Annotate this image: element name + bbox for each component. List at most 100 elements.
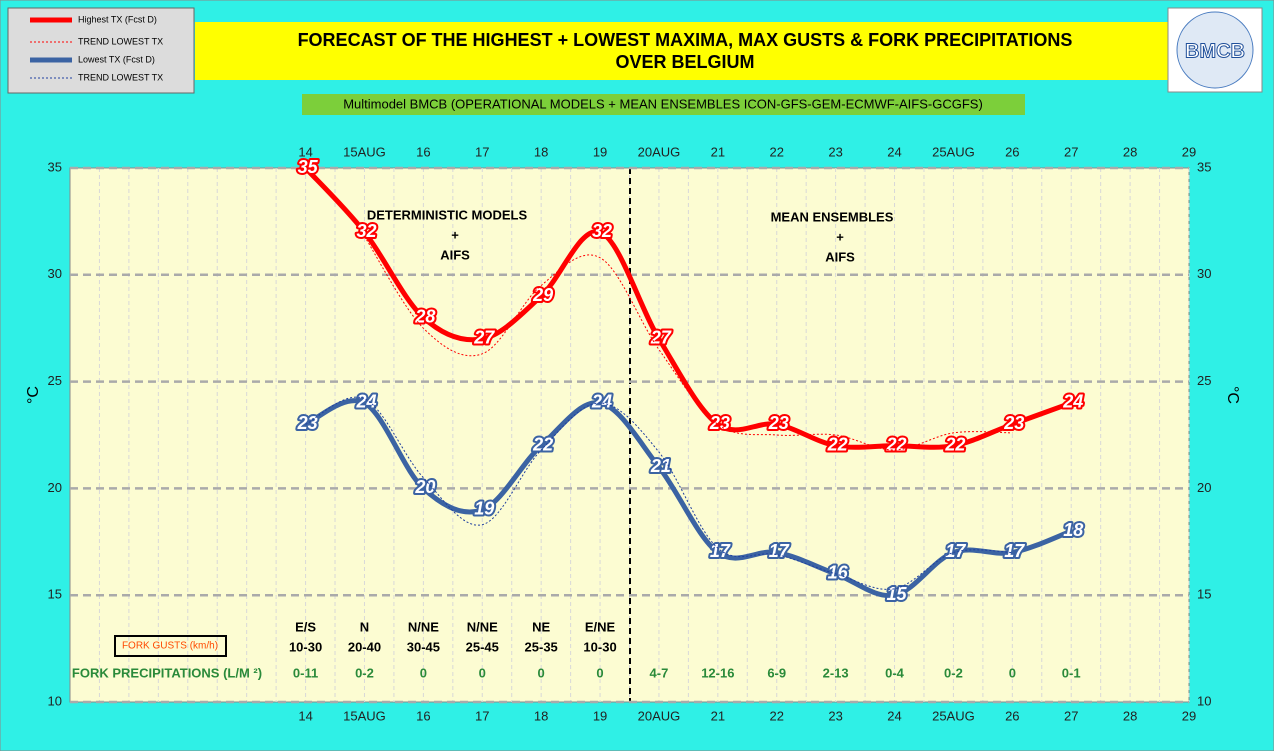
y-tick-label: 15 xyxy=(48,587,62,602)
gust-direction: N/NE xyxy=(408,619,439,634)
legend-label: TREND LOWEST TX xyxy=(78,36,163,46)
x-tick-label: 26 xyxy=(1005,708,1019,723)
data-label: 22 xyxy=(944,434,965,454)
y2-tick-label: 25 xyxy=(1197,373,1211,388)
legend-label: Lowest TX (Fcst D) xyxy=(78,54,155,64)
data-label: 17 xyxy=(769,541,790,561)
annotation: DETERMINISTIC MODELS xyxy=(367,207,528,222)
y2-tick-label: 10 xyxy=(1197,693,1211,708)
y2-tick-label: 35 xyxy=(1197,159,1211,174)
precip-value: 0 xyxy=(538,665,545,680)
data-label: 27 xyxy=(650,328,672,348)
precip-label: FORK PRECIPITATIONS (L/M ²) xyxy=(72,665,262,680)
gust-range: 25-35 xyxy=(525,639,558,654)
gusts-label: FORK GUSTS (km/h) xyxy=(122,641,218,652)
series-line xyxy=(303,166,1073,450)
precip-value: 0 xyxy=(1009,665,1016,680)
x-tick-label: 14 xyxy=(298,144,312,159)
x-tick-label: 15AUG xyxy=(343,144,386,159)
data-label: 32 xyxy=(356,221,376,241)
y-axis-label: °C xyxy=(25,386,42,404)
data-label: 27 xyxy=(473,328,495,348)
data-label: 29 xyxy=(532,285,553,305)
annotation: AIFS xyxy=(825,249,855,264)
x-tick-label: 17 xyxy=(475,144,489,159)
data-label: 20 xyxy=(414,477,435,497)
data-label: 22 xyxy=(827,434,848,454)
gust-direction: N xyxy=(360,619,369,634)
data-label: 24 xyxy=(1062,392,1083,412)
data-label: 19 xyxy=(474,499,494,519)
x-tick-label: 28 xyxy=(1123,144,1137,159)
data-label: 23 xyxy=(297,413,318,433)
x-tick-label: 19 xyxy=(593,708,607,723)
series-line xyxy=(304,398,1073,599)
precip-value: 4-7 xyxy=(650,665,669,680)
chart-title: OVER BELGIUM xyxy=(615,52,754,72)
precip-value: 12-16 xyxy=(701,665,734,680)
y-tick-label: 20 xyxy=(48,480,62,495)
y2-axis-label: °C xyxy=(1224,386,1241,404)
gust-range: 10-30 xyxy=(289,639,322,654)
y2-tick-label: 20 xyxy=(1197,480,1211,495)
x-tick-label: 18 xyxy=(534,708,548,723)
gust-direction: E/NE xyxy=(585,619,616,634)
data-label: 22 xyxy=(532,434,553,454)
data-label: 35 xyxy=(298,157,319,177)
annotation: MEAN ENSEMBLES xyxy=(771,209,894,224)
x-tick-label: 21 xyxy=(711,144,725,159)
x-tick-label: 22 xyxy=(770,144,784,159)
series-line xyxy=(364,236,1013,451)
data-label: 15 xyxy=(887,584,908,604)
precip-value: 0-2 xyxy=(355,665,374,680)
chart-title: FORECAST OF THE HIGHEST + LOWEST MAXIMA,… xyxy=(298,30,1073,50)
data-label: 22 xyxy=(886,434,907,454)
data-label: 18 xyxy=(1063,520,1083,540)
legend-label: Highest TX (Fcst D) xyxy=(78,14,157,24)
data-label: 32 xyxy=(592,221,612,241)
y2-tick-label: 15 xyxy=(1197,587,1211,602)
precip-value: 6-9 xyxy=(767,665,786,680)
x-tick-label: 17 xyxy=(475,708,489,723)
x-tick-label: 25AUG xyxy=(932,708,975,723)
annotation: + xyxy=(451,227,459,242)
y-tick-label: 35 xyxy=(48,159,62,174)
annotation: + xyxy=(836,229,844,244)
data-label: 24 xyxy=(591,392,612,412)
series-line xyxy=(305,396,1013,590)
x-tick-label: 23 xyxy=(828,708,842,723)
data-label: 17 xyxy=(1004,541,1025,561)
data-label: 24 xyxy=(355,392,376,412)
x-tick-label: 16 xyxy=(416,144,430,159)
gust-range: 30-45 xyxy=(407,639,440,654)
precip-value: 0 xyxy=(479,665,486,680)
y-tick-label: 25 xyxy=(48,373,62,388)
x-tick-label: 29 xyxy=(1182,144,1196,159)
y-tick-label: 30 xyxy=(48,266,62,281)
precip-value: 0-2 xyxy=(944,665,963,680)
annotation: AIFS xyxy=(440,247,470,262)
precip-value: 0-4 xyxy=(885,665,905,680)
x-tick-label: 27 xyxy=(1064,144,1078,159)
gust-direction: E/S xyxy=(295,619,316,634)
x-tick-label: 24 xyxy=(887,144,901,159)
x-tick-label: 22 xyxy=(770,708,784,723)
data-label: 23 xyxy=(1003,413,1024,433)
data-label: 17 xyxy=(945,541,966,561)
title-box xyxy=(195,22,1168,80)
data-label: 23 xyxy=(768,413,789,433)
x-tick-label: 21 xyxy=(711,708,725,723)
precip-value: 0 xyxy=(596,665,603,680)
data-label: 16 xyxy=(828,563,849,583)
precip-value: 0 xyxy=(420,665,427,680)
x-tick-label: 24 xyxy=(887,708,901,723)
x-tick-label: 18 xyxy=(534,144,548,159)
data-label: 28 xyxy=(414,306,435,326)
x-tick-label: 27 xyxy=(1064,708,1078,723)
x-tick-label: 14 xyxy=(298,708,312,723)
x-tick-label: 15AUG xyxy=(343,708,386,723)
x-tick-label: 26 xyxy=(1005,144,1019,159)
x-tick-label: 29 xyxy=(1182,708,1196,723)
gust-direction: NE xyxy=(532,619,550,634)
